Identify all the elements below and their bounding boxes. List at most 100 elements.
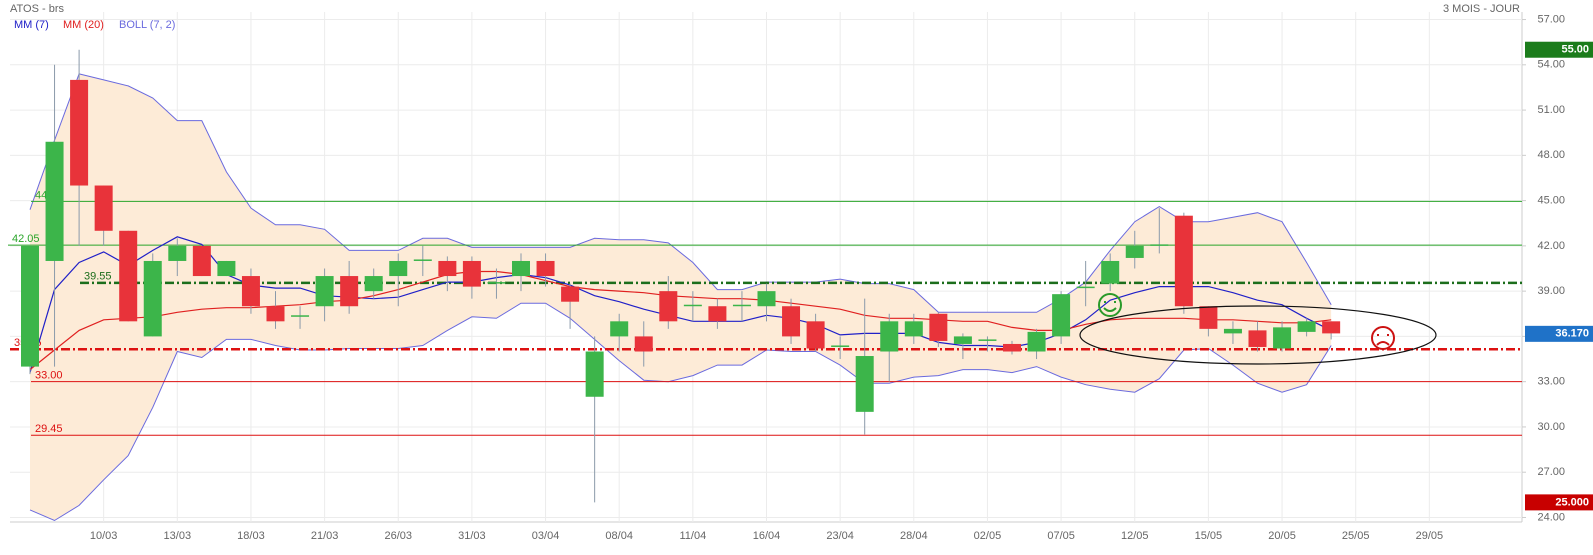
candle-body bbox=[1248, 330, 1267, 347]
candle-body bbox=[1052, 294, 1071, 337]
level-label: 29.45 bbox=[35, 423, 63, 435]
candle-body bbox=[1076, 286, 1095, 289]
highlight-ellipse bbox=[1079, 305, 1437, 365]
price-badge bbox=[1525, 325, 1593, 342]
candle-body bbox=[1273, 327, 1292, 349]
candle-body bbox=[487, 282, 506, 284]
smiley-face bbox=[1103, 301, 1117, 312]
y-tick-label: 30.00 bbox=[1537, 421, 1565, 433]
candle-body bbox=[1322, 321, 1341, 334]
candle-body bbox=[708, 306, 727, 322]
candle-body bbox=[880, 321, 899, 352]
candle-body bbox=[1297, 321, 1316, 332]
candle-body bbox=[1223, 328, 1242, 334]
price-badge bbox=[1525, 494, 1593, 511]
x-tick-label: 29/05 bbox=[1416, 530, 1444, 542]
y-tick-label: 57.00 bbox=[1537, 13, 1565, 25]
smiley bbox=[1098, 293, 1122, 317]
x-tick-label: 21/03 bbox=[311, 530, 339, 542]
candle-body bbox=[806, 321, 825, 349]
candle-body bbox=[855, 356, 874, 412]
candle-body bbox=[413, 259, 432, 261]
candle-body bbox=[241, 276, 260, 307]
moving-average bbox=[29, 270, 1332, 371]
candle-body bbox=[757, 291, 776, 307]
candle-body bbox=[512, 260, 530, 277]
candle-body bbox=[119, 230, 138, 322]
x-tick-label: 20/05 bbox=[1268, 530, 1296, 542]
price-badge-label: 55.00 bbox=[1561, 44, 1589, 56]
x-tick-label: 02/05 bbox=[974, 530, 1002, 542]
x-tick-label: 25/05 bbox=[1342, 530, 1370, 542]
y-tick-label: 39.00 bbox=[1537, 285, 1565, 297]
x-tick-label: 13/03 bbox=[164, 530, 192, 542]
candle-body bbox=[1150, 244, 1169, 246]
y-tick-label: 48.00 bbox=[1537, 149, 1565, 161]
candle-body bbox=[953, 336, 972, 344]
candle-body bbox=[315, 276, 334, 307]
candle-body bbox=[561, 286, 580, 302]
candle-body bbox=[389, 260, 408, 277]
period: 3 MOIS - JOUR bbox=[1443, 3, 1520, 15]
y-tick-label: 33.00 bbox=[1537, 376, 1565, 388]
candle-body bbox=[929, 313, 948, 341]
x-tick-label: 16/04 bbox=[753, 530, 781, 542]
legend-entry: MM (7) bbox=[14, 19, 49, 31]
x-tick-label: 08/04 bbox=[605, 530, 633, 542]
annotations bbox=[1079, 293, 1437, 365]
y-tick-label: 24.00 bbox=[1537, 511, 1565, 523]
candle-body bbox=[1027, 331, 1046, 352]
price-badge-label: 36.170 bbox=[1555, 328, 1589, 340]
x-tick-label: 03/04 bbox=[532, 530, 560, 542]
candle-body bbox=[536, 260, 555, 277]
y-tick-label: 51.00 bbox=[1537, 104, 1565, 116]
legend-entry: MM (20) bbox=[63, 19, 104, 31]
candle-body bbox=[192, 245, 211, 277]
price-badge-label: 25.000 bbox=[1555, 496, 1589, 508]
y-tick-label: 54.00 bbox=[1537, 59, 1565, 71]
candle-body bbox=[168, 245, 187, 261]
frown-face bbox=[1376, 334, 1390, 346]
candle-body bbox=[70, 79, 89, 186]
candle-body bbox=[904, 321, 923, 337]
candle-body bbox=[585, 351, 604, 397]
bollinger-lower bbox=[29, 302, 1332, 522]
x-tick-label: 18/03 bbox=[237, 530, 265, 542]
x-tick-label: 15/05 bbox=[1195, 530, 1223, 542]
x-tick-label: 11/04 bbox=[679, 530, 706, 542]
y-tick-label: 27.00 bbox=[1537, 466, 1565, 478]
candle-body bbox=[1101, 260, 1120, 284]
candle-body bbox=[217, 260, 236, 277]
candle-body bbox=[21, 245, 39, 367]
candle-body bbox=[683, 304, 702, 307]
x-tick-label: 12/05 bbox=[1121, 530, 1149, 542]
bollinger-area bbox=[30, 73, 1332, 521]
candle-body bbox=[266, 306, 285, 322]
y-tick-label: 42.00 bbox=[1537, 240, 1565, 252]
candle-body bbox=[94, 185, 113, 231]
candle-body bbox=[1174, 215, 1193, 307]
y-tick-label: 45.00 bbox=[1537, 195, 1565, 207]
candle-body bbox=[1199, 306, 1218, 329]
candle-body bbox=[45, 141, 64, 261]
candle-body bbox=[634, 336, 653, 352]
level-label: 42.05 bbox=[12, 233, 40, 245]
chart-title: ATOS - brs bbox=[10, 3, 64, 15]
candle-body bbox=[659, 291, 678, 322]
x-tick-label: 28/04 bbox=[900, 530, 928, 542]
candle-body bbox=[978, 339, 997, 341]
candle-body bbox=[291, 315, 310, 317]
legend-entry: BOLL (7, 2) bbox=[119, 19, 175, 31]
candle-body bbox=[143, 260, 162, 337]
candle-body bbox=[364, 276, 383, 292]
candle-body bbox=[1003, 343, 1021, 352]
candle-body bbox=[340, 276, 359, 307]
candle-body bbox=[831, 345, 850, 347]
candle-body bbox=[438, 260, 457, 277]
level-label: 33.00 bbox=[35, 370, 63, 382]
price-badge bbox=[1525, 41, 1593, 58]
frown bbox=[1371, 326, 1395, 350]
candle-body bbox=[732, 304, 751, 307]
x-tick-label: 26/03 bbox=[384, 530, 412, 542]
